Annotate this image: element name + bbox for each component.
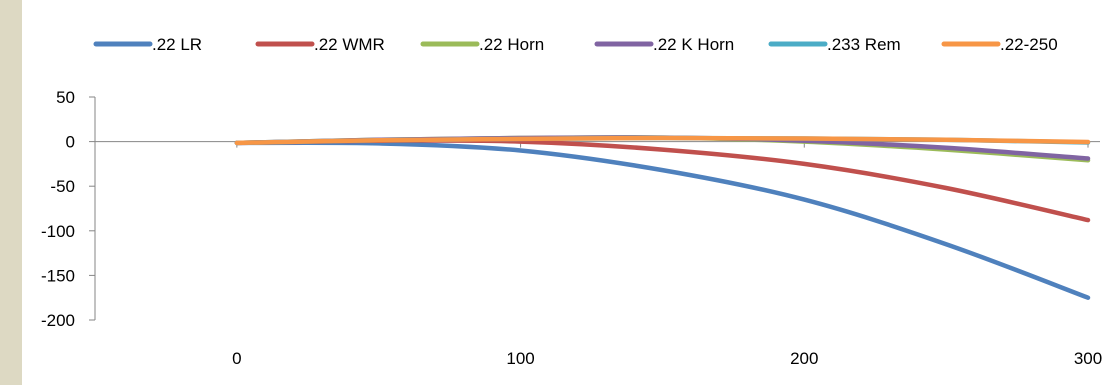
series-lines [234,135,1091,300]
legend-label-3: .22 Horn [479,35,544,54]
x-tick-label: 200 [790,349,818,368]
legend-label-5: .233 Rem [827,35,901,54]
y-tick-label: -200 [41,311,75,330]
legend-label-6: .22-250 [1000,35,1058,54]
plot-area [22,0,1105,385]
x-tick-label: 0 [232,349,241,368]
x-axis: 0 100 200 300 [95,141,1102,368]
x-tick-label: 300 [1074,349,1102,368]
y-axis: 50 0 -50 -100 -150 -200 [41,88,96,330]
y-tick-label: -50 [50,177,75,196]
legend: .22 LR .22 WMR .22 Horn .22 K Horn .233 Rem.… [93,35,1058,54]
y-tick-label: -100 [41,222,75,241]
y-tick-label: -150 [41,266,75,285]
legend-label-2: .22 WMR [314,35,385,54]
y-tick-label: 50 [56,88,75,107]
y-tick-label: 0 [66,133,75,152]
x-tick-label: 100 [506,349,534,368]
series-line-6 [234,135,1091,146]
legend-label-1: .22 LR [152,35,202,54]
legend-label-4: .22 K Horn [653,35,734,54]
series-line-1 [234,140,1091,300]
